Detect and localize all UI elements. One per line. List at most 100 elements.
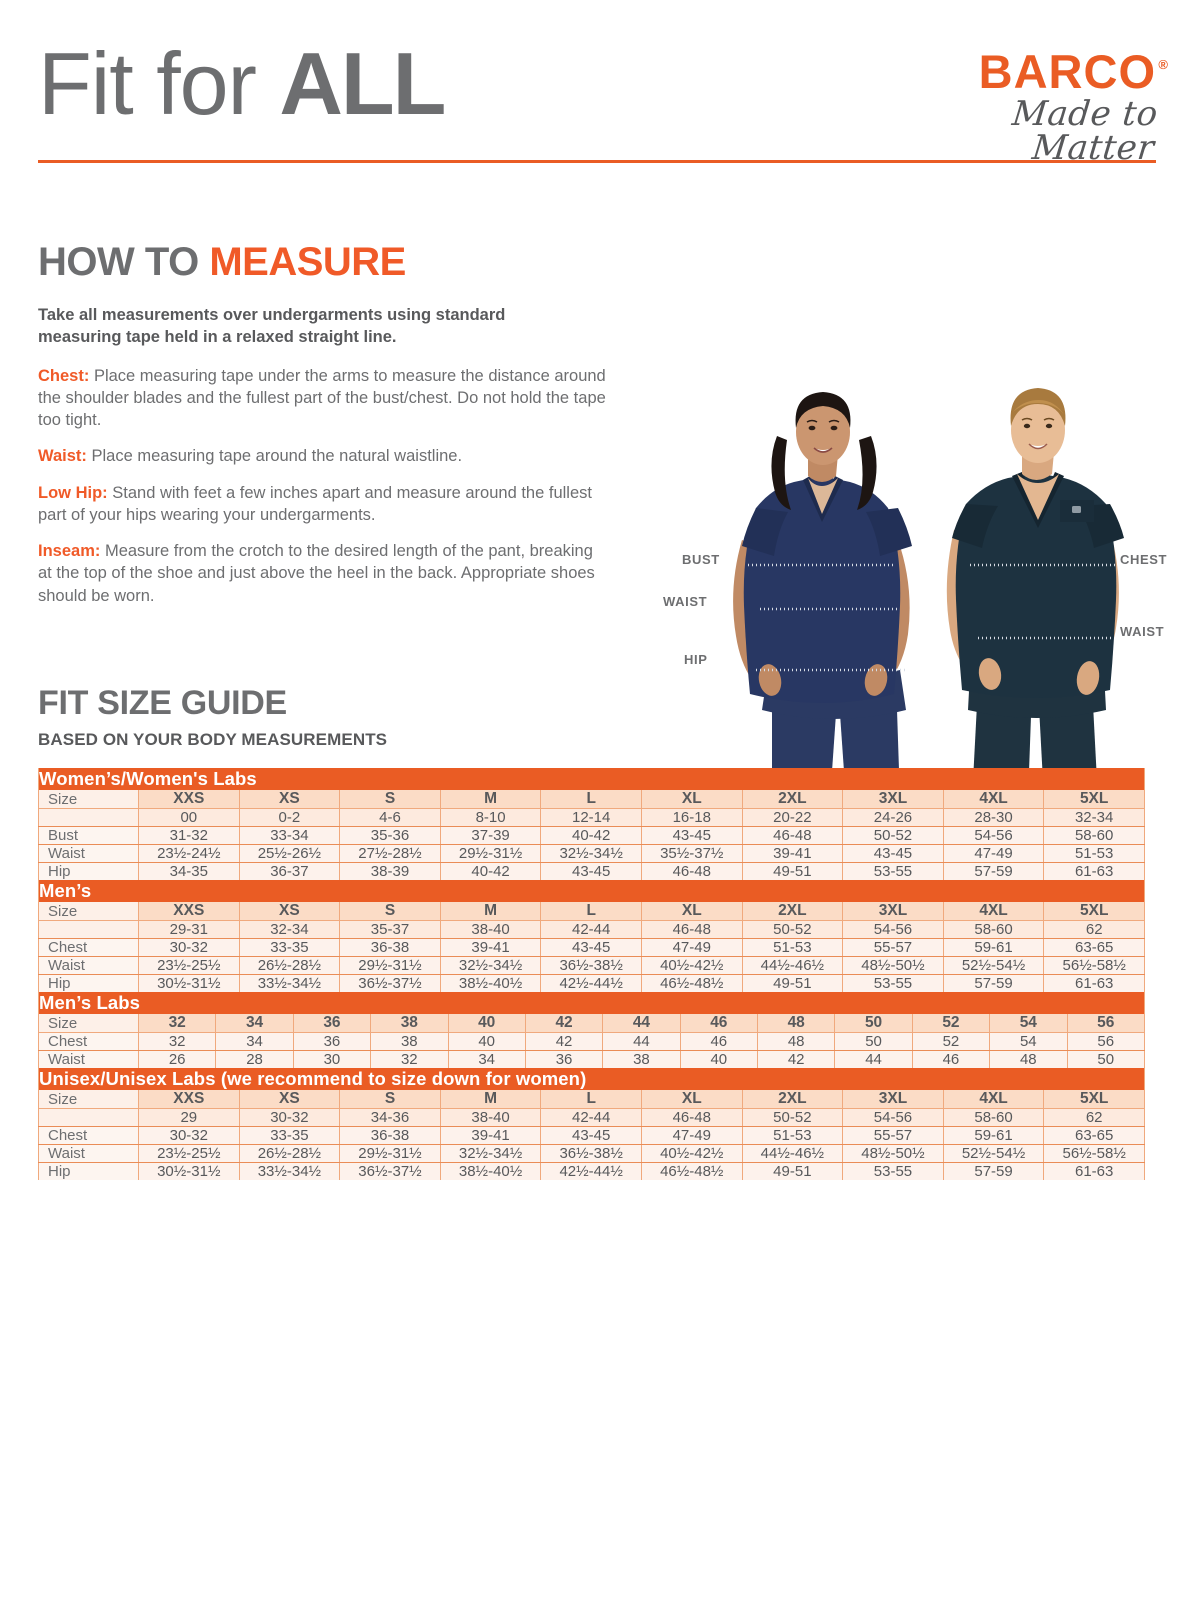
fit-size-guide-header: FIT SIZE GUIDE BASED ON YOUR BODY MEASUR… (38, 686, 387, 750)
measurement-cell: 47-49 (641, 938, 743, 957)
measurement-cell: 46-48 (742, 826, 844, 845)
measurement-cell: 28 (215, 1050, 294, 1068)
male-model (946, 388, 1124, 800)
measurement-cell: 43-45 (842, 844, 944, 863)
table-band-label: Unisex/Unisex Labs (we recommend to size… (38, 1068, 1145, 1090)
measurement-cell: 30½-31½ (138, 1162, 240, 1180)
size-header-cell: XXS (138, 902, 240, 921)
measurement-cell: 49-51 (742, 1162, 844, 1180)
table-size-header-row: Size XXS XS S M L XL 2XL 3XL 4XL 5XL (38, 1090, 1145, 1109)
measurement-cell: 59-61 (943, 1126, 1045, 1145)
measurement-cell: 26½-28½ (239, 1144, 341, 1163)
size-header-cell: 48 (757, 1014, 836, 1033)
size-header-cell: 54 (989, 1014, 1068, 1033)
numeric-size-cell: 54-56 (842, 920, 944, 939)
measurement-cell: 47-49 (943, 844, 1045, 863)
measurement-cell: 50 (1067, 1050, 1145, 1068)
measure-item-low-hip-text: Stand with feet a few inches apart and m… (38, 483, 592, 524)
table-size-header-row: Size 32 34 36 38 40 42 44 46 48 50 52 54 56 (38, 1014, 1145, 1033)
measurement-cell: 54 (989, 1032, 1068, 1051)
measure-item-inseam: Inseam: Measure from the crotch to the d… (38, 540, 610, 607)
measurement-cell: 30½-31½ (138, 974, 240, 992)
size-header-cell: XL (641, 902, 743, 921)
numeric-size-cell: 54-56 (842, 1108, 944, 1127)
measurement-cell: 48 (757, 1032, 836, 1051)
table-numeric-size-row: 29 30-32 34-36 38-40 42-44 46-48 50-52 54-56 58-… (38, 1108, 1145, 1127)
measurement-cell: 61-63 (1043, 862, 1145, 880)
size-header-cell: 32 (138, 1014, 217, 1033)
numeric-size-cell: 58-60 (943, 920, 1045, 939)
measurement-cell: 23½-25½ (138, 1144, 240, 1163)
page-title-bold: ALL (279, 34, 446, 133)
size-header-cell: 2XL (742, 790, 844, 809)
numeric-size-cell: 29-31 (138, 920, 240, 939)
brand-name: BARCO ® (979, 48, 1168, 95)
measurement-cell: 55-57 (842, 1126, 944, 1145)
size-header-cell: XL (641, 790, 743, 809)
page-header: Fit for ALL BARCO ® Made to Matter (38, 40, 1168, 169)
measurement-cell: 36½-37½ (339, 974, 441, 992)
numeric-size-cell: 50-52 (742, 1108, 844, 1127)
measurement-cell: 49-51 (742, 974, 844, 992)
measurement-cell: 55-57 (842, 938, 944, 957)
numeric-size-cell: 20-22 (742, 808, 844, 827)
measurement-cell: 44 (834, 1050, 913, 1068)
brand-tagline: Made to Matter (1010, 94, 1160, 168)
measurement-cell: 38½-40½ (440, 1162, 542, 1180)
measurement-cell: 30 (293, 1050, 372, 1068)
measurement-cell: 42½-44½ (540, 1162, 642, 1180)
measurement-cell: 34-35 (138, 862, 240, 880)
measurement-cell: 35½-37½ (641, 844, 743, 863)
numeric-size-cell: 34-36 (339, 1108, 441, 1127)
size-header-cell: 38 (370, 1014, 449, 1033)
size-header-cell: 40 (448, 1014, 526, 1033)
size-header-cell: 36 (293, 1014, 372, 1033)
measurement-cell: 46½-48½ (641, 1162, 743, 1180)
size-header-cell: 5XL (1043, 1090, 1145, 1109)
size-header-cell: 3XL (842, 790, 944, 809)
size-header-cell: 34 (215, 1014, 294, 1033)
page-title-light: Fit for (38, 34, 280, 133)
measurement-cell: 36-38 (339, 938, 441, 957)
measure-item-chest-text: Place measuring tape under the arms to m… (38, 366, 606, 430)
table-band-label: Men’s Labs (38, 992, 1145, 1014)
size-table-1: Men’s Size XXS XS S M L XL 2XL 3XL 4XL 5XL 29-31 32-3… (38, 880, 1146, 992)
size-header-cell: 2XL (742, 902, 844, 921)
measurement-cell: 23½-24½ (138, 844, 240, 863)
numeric-size-cell: 12-14 (540, 808, 642, 827)
measurement-cell: 38 (602, 1050, 681, 1068)
measurement-cell: 27½-28½ (339, 844, 441, 863)
measurement-cell: 36-37 (239, 862, 341, 880)
measurement-cell: 46½-48½ (641, 974, 743, 992)
measurement-row-label: Chest (38, 1126, 139, 1145)
measurement-cell: 53-55 (842, 1162, 944, 1180)
size-header-cell: 3XL (842, 1090, 944, 1109)
measurement-row-label: Chest (38, 1032, 139, 1051)
measurement-cell: 32½-34½ (440, 1144, 542, 1163)
measurement-row-label: Bust (38, 826, 139, 845)
size-header-cell: XS (239, 790, 341, 809)
measurement-cell: 38½-40½ (440, 974, 542, 992)
heading-plain: HOW TO (38, 240, 210, 284)
size-header-cell: 2XL (742, 1090, 844, 1109)
measurement-cell: 52½-54½ (943, 1144, 1045, 1163)
numeric-size-cell: 00 (138, 808, 240, 827)
measurement-cell: 54-56 (943, 826, 1045, 845)
table-row: Hip 30½-31½ 33½-34½ 36½-37½ 38½-40½ 42½-44½ 46… (38, 1162, 1145, 1180)
numeric-row-label (38, 920, 139, 939)
size-header-cell: 3XL (842, 902, 944, 921)
table-size-header-row: Size XXS XS S M L XL 2XL 3XL 4XL 5XL (38, 902, 1145, 921)
size-row-label: Size (38, 1090, 139, 1109)
waist-label: WAIST (663, 594, 708, 609)
table-band-header: Men’s Labs (38, 992, 1145, 1014)
size-header-cell: L (540, 790, 642, 809)
measure-item-waist-text: Place measuring tape around the natural … (91, 447, 463, 466)
measurement-row-label: Waist (38, 1144, 139, 1163)
table-row: Chest 30-32 33-35 36-38 39-41 43-45 47-49 51-53… (38, 1126, 1145, 1145)
measurement-cell: 44½-46½ (742, 1144, 844, 1163)
measurement-cell: 51-53 (742, 938, 844, 957)
measure-item-low-hip-label: Low Hip: (38, 483, 108, 502)
numeric-size-cell: 32-34 (1043, 808, 1145, 827)
numeric-size-cell: 62 (1043, 920, 1145, 939)
